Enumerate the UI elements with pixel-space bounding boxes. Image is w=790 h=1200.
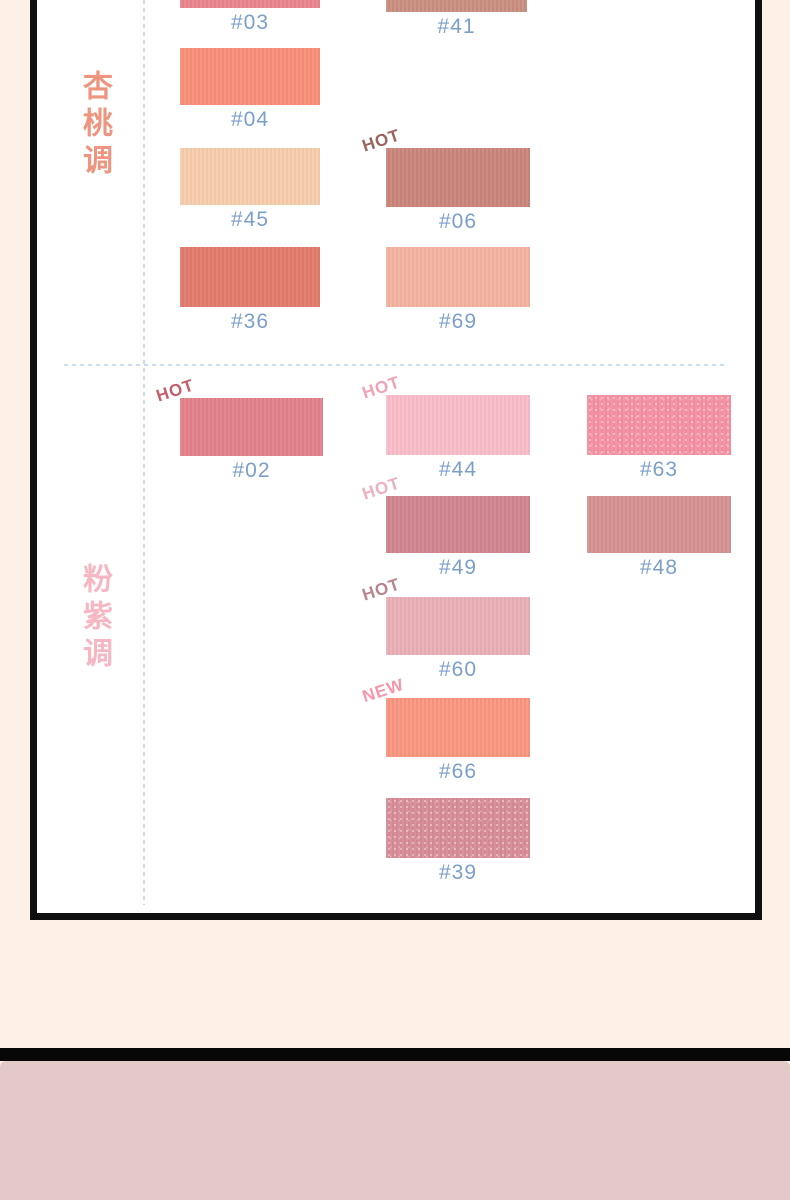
swatch-group-36: #36 xyxy=(180,247,320,333)
swatch-group-03: #03 xyxy=(180,0,320,34)
swatch-group-39: #39 xyxy=(386,798,530,884)
swatch-group-41: #41 xyxy=(386,0,527,38)
swatch-group-45: #45 xyxy=(180,148,320,231)
shade-number-label: #06 xyxy=(438,210,478,233)
color-swatch xyxy=(386,698,530,757)
shade-number-label: #36 xyxy=(230,310,270,333)
color-swatch xyxy=(386,148,530,207)
shade-chart-panel: 杏桃调 粉紫调 #03 #41 #04 #45 HOT #06 #36 #69 HOT #02 HO… xyxy=(30,0,762,920)
color-swatch xyxy=(386,496,530,553)
swatch-group-04: #04 xyxy=(180,48,320,131)
color-swatch xyxy=(386,395,530,455)
shade-number-label: #69 xyxy=(438,310,478,333)
color-swatch xyxy=(386,247,530,307)
color-swatch xyxy=(587,395,731,455)
color-swatch xyxy=(587,496,731,553)
color-swatch xyxy=(386,0,527,12)
swatch-group-06: HOT #06 xyxy=(360,125,530,233)
section-title-pink-purple-tones: 粉紫调 xyxy=(78,563,111,674)
swatch-group-60: HOT #60 xyxy=(360,574,530,681)
horizontal-dashed-divider xyxy=(64,364,728,366)
section-title-apricot-peach-tones: 杏桃调 xyxy=(78,70,111,181)
swatch-group-02: HOT #02 xyxy=(154,375,323,482)
shade-number-label: #03 xyxy=(230,11,270,34)
swatch-group-66: NEW #66 xyxy=(360,675,530,783)
shade-chart-content: 杏桃调 粉紫调 #03 #41 #04 #45 HOT #06 #36 #69 HOT #02 HO… xyxy=(37,0,755,913)
bottom-black-bar xyxy=(0,1048,790,1061)
shade-number-label: #63 xyxy=(639,458,679,481)
swatch-group-69: #69 xyxy=(386,247,530,333)
color-swatch xyxy=(180,247,320,307)
color-swatch xyxy=(180,0,320,8)
swatch-group-49: HOT #49 xyxy=(360,473,530,579)
shade-number-label: #48 xyxy=(639,556,679,579)
shade-number-label: #44 xyxy=(438,458,478,481)
swatch-group-63: #63 xyxy=(587,395,731,481)
shade-number-label: #41 xyxy=(437,15,476,38)
shade-number-label: #45 xyxy=(230,208,270,231)
vertical-dashed-divider xyxy=(143,0,145,905)
shade-number-label: #60 xyxy=(438,658,478,681)
color-swatch xyxy=(180,48,320,105)
bottom-pink-panel xyxy=(0,1061,790,1200)
color-swatch xyxy=(180,398,323,456)
swatch-group-48: #48 xyxy=(587,496,731,579)
shade-number-label: #04 xyxy=(230,108,270,131)
shade-number-label: #39 xyxy=(438,861,478,884)
color-swatch xyxy=(386,798,530,858)
color-swatch xyxy=(386,597,530,655)
shade-number-label: #02 xyxy=(232,459,271,482)
shade-number-label: #66 xyxy=(438,760,478,783)
color-swatch xyxy=(180,148,320,205)
shade-number-label: #49 xyxy=(438,556,478,579)
swatch-group-44: HOT #44 xyxy=(360,372,530,481)
